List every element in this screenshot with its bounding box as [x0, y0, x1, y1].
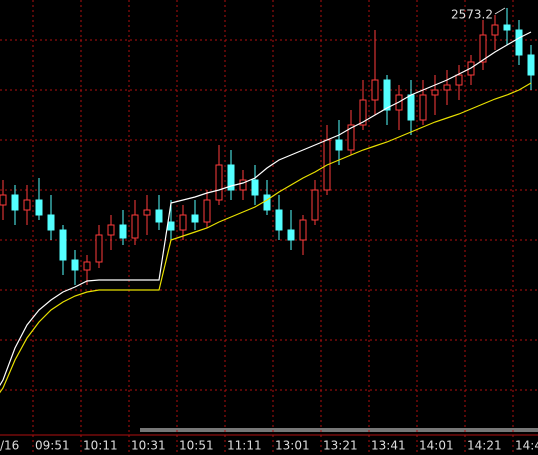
candle-body: [203, 199, 211, 223]
x-tick-label: 10:11: [83, 439, 118, 453]
candle-body: [527, 54, 535, 76]
candle-body: [455, 74, 463, 86]
candle-body: [419, 94, 427, 121]
x-tick-label: 09:51: [35, 439, 70, 453]
candle-body: [311, 189, 319, 221]
x-tick-label: 13:41: [371, 439, 406, 453]
candle-body: [95, 234, 103, 263]
candle-body: [71, 259, 79, 271]
candle-body: [335, 139, 343, 151]
indicator-line: [0, 82, 532, 394]
candle-body: [503, 24, 511, 31]
x-tick-label: 11:11: [227, 439, 262, 453]
candle-body: [155, 209, 163, 223]
candle-body: [143, 209, 151, 216]
x-tick-label: 14:01: [419, 439, 454, 453]
x-tick-label: 14:4: [515, 439, 538, 453]
x-tick-label: 10:51: [179, 439, 214, 453]
candle-body: [47, 214, 55, 231]
candle-body: [299, 219, 307, 241]
x-tick-label: 14:21: [467, 439, 502, 453]
candle-body: [11, 194, 19, 211]
candle-body: [35, 199, 43, 216]
candle-body: [275, 209, 283, 231]
candle-body: [263, 194, 271, 211]
candle-body: [131, 214, 139, 239]
candle-body: [107, 224, 115, 236]
candle-body: [23, 199, 31, 211]
candle-body: [239, 179, 247, 191]
candle-body: [491, 24, 499, 36]
candle-body: [515, 29, 523, 56]
candle-body: [443, 84, 451, 91]
candle-body: [347, 124, 355, 151]
x-tick-label: 10:31: [131, 439, 166, 453]
candle-body: [431, 89, 439, 96]
x-tick-label: 13:21: [323, 439, 358, 453]
candle-body: [251, 179, 259, 196]
indicator-line: [0, 31, 532, 387]
candle-body: [0, 194, 7, 206]
candle-body: [179, 214, 187, 231]
candle-body: [287, 229, 295, 241]
candle-body: [479, 34, 487, 63]
candle-body: [227, 164, 235, 191]
scrollbar[interactable]: [140, 428, 538, 432]
candle-body: [83, 261, 91, 271]
x-tick-label: 13:01: [275, 439, 310, 453]
candle-body: [371, 79, 379, 101]
x-tick-label: /16: [0, 439, 19, 453]
candle-body: [167, 221, 175, 231]
candle-body: [59, 229, 67, 261]
max-pointer: [494, 7, 506, 15]
candle-body: [407, 94, 415, 121]
candle-body: [383, 79, 391, 111]
candle-body: [191, 214, 199, 223]
max-label: 2573.2: [451, 8, 493, 22]
candle-body: [119, 224, 127, 239]
candle-body: [359, 99, 367, 126]
candle-body: [215, 164, 223, 201]
